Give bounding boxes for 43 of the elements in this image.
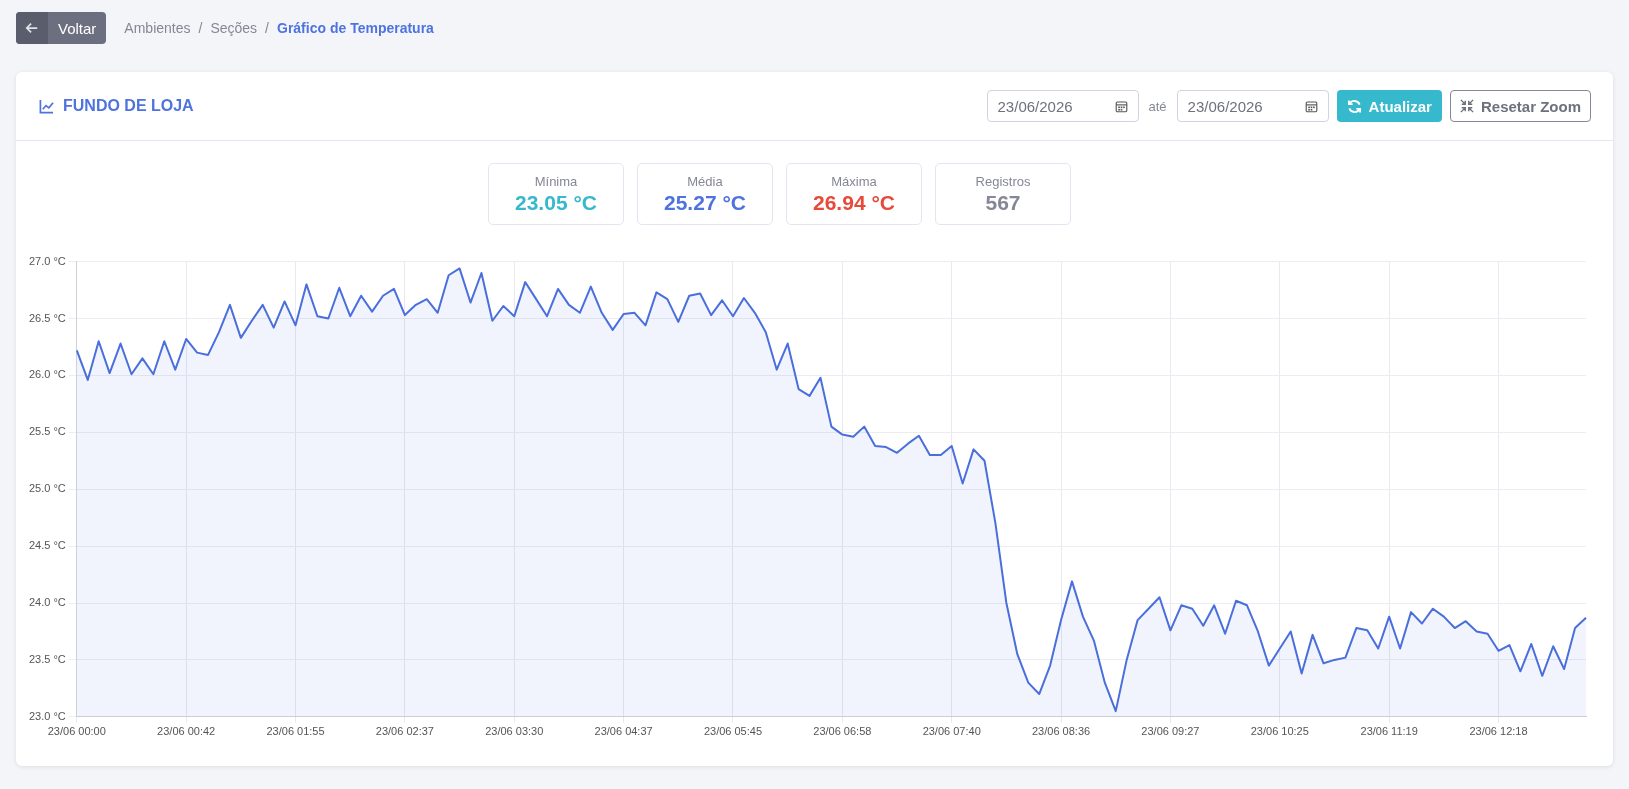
y-tick-label: 25.5 °C <box>29 425 66 438</box>
y-tick-label: 24.5 °C <box>29 539 66 552</box>
text: Gráfico de Temperatura <box>277 20 434 36</box>
x-tick-label: 23/06 09:27 <box>1141 725 1200 738</box>
x-tick-label: 23/06 05:45 <box>703 725 763 738</box>
y-tick-label: 27.0 °C <box>29 254 66 267</box>
text: / <box>198 20 203 36</box>
text: Atualizar <box>1368 97 1432 115</box>
text: Resetar Zoom <box>1480 97 1581 115</box>
text: Seções <box>210 20 258 36</box>
y-tick-label: 23.0 °C <box>29 709 66 722</box>
y-tick-label: 24.0 °C <box>29 596 66 609</box>
x-tick-label: 23/06 01:55 <box>266 725 325 738</box>
text: Média <box>686 174 724 189</box>
x-tick-label: 23/06 04:37 <box>594 725 653 738</box>
x-tick-label: 23/06 11:19 <box>1360 725 1418 738</box>
text: Máxima <box>830 174 878 189</box>
y-tick-label: 23.5 °C <box>29 652 66 665</box>
x-tick-label: 23/06 08:36 <box>1032 725 1091 738</box>
x-tick-label: 23/06 03:30 <box>485 725 544 738</box>
y-tick-label: 26.0 °C <box>29 368 66 381</box>
text: 23/06/2026 <box>997 97 1073 115</box>
text: Registros <box>974 174 1032 189</box>
chart-title: FUNDO DE LOJA <box>63 97 194 115</box>
x-tick-label: 23/06 00:42 <box>157 725 216 738</box>
text: Ambientes <box>124 20 191 36</box>
text: 25.27 °C <box>663 191 747 215</box>
text: / <box>265 20 269 36</box>
y-tick-label: 26.5 °C <box>29 311 66 324</box>
x-tick-label: 23/06 07:40 <box>922 725 981 738</box>
text: 23.05 °C <box>514 191 598 215</box>
x-tick-label: 23/06 12:18 <box>1469 725 1528 738</box>
x-tick-label: 23/06 00:00 <box>47 725 106 738</box>
text: 23/06/2026 <box>1187 97 1263 115</box>
text: até <box>1147 98 1168 114</box>
text: Voltar <box>57 19 98 37</box>
text: Mínima <box>533 174 579 189</box>
text: 26.94 °C <box>812 191 896 215</box>
x-tick-label: 23/06 10:25 <box>1250 725 1309 738</box>
x-tick-label: 23/06 06:58 <box>813 725 872 738</box>
text: 567 <box>984 191 1022 215</box>
x-tick-label: 23/06 02:37 <box>375 725 434 738</box>
y-tick-label: 25.0 °C <box>29 482 66 495</box>
